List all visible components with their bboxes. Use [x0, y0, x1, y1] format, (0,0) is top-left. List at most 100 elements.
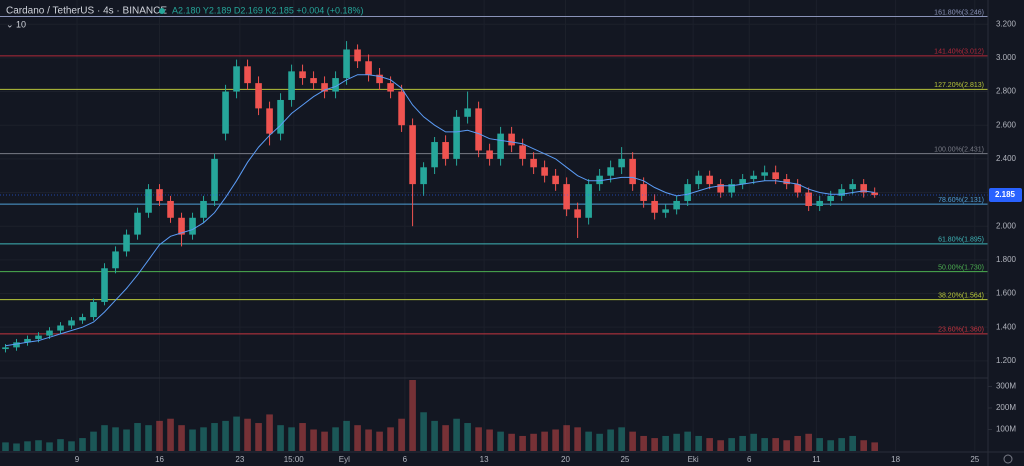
- volume-bar: [211, 423, 218, 451]
- volume-bar: [464, 423, 471, 451]
- candle-body: [332, 78, 339, 92]
- x-tick-label: Eki: [688, 455, 699, 464]
- settings-icon[interactable]: [1003, 454, 1013, 464]
- candle-body: [706, 175, 713, 185]
- volume-bar: [145, 425, 152, 451]
- x-tick-label: Eyl: [339, 455, 350, 464]
- volume-bar: [860, 440, 867, 451]
- candle-body: [277, 99, 284, 134]
- volume-bar: [761, 438, 768, 451]
- y-tick-label: 1.400: [996, 322, 1017, 331]
- status-dot: [159, 8, 165, 14]
- volume-bar: [431, 420, 438, 451]
- volume-bar: [640, 435, 647, 451]
- candle-body: [508, 133, 515, 146]
- candle-body: [684, 184, 691, 201]
- fib-level-label: 38.20%(1.564): [938, 292, 984, 299]
- candle-body: [717, 184, 724, 193]
- volume-bar: [530, 433, 537, 451]
- candle-body: [200, 200, 207, 218]
- volume-bar: [563, 425, 570, 451]
- candle-body: [596, 175, 603, 185]
- volume-bar: [519, 435, 526, 451]
- candle-body: [750, 175, 757, 180]
- indicator-chevron[interactable]: ⌄: [6, 19, 14, 29]
- fib-level-label: 127.20%(2.813): [934, 82, 984, 89]
- volume-bar: [244, 418, 251, 451]
- fib-level-label: 100.00%(2.431): [934, 147, 984, 154]
- candle-body: [662, 209, 669, 213]
- volume-bar: [442, 425, 449, 451]
- volume-bar: [508, 433, 515, 451]
- candle-body: [90, 301, 97, 318]
- candle-body: [618, 158, 625, 168]
- candle-body: [134, 212, 141, 235]
- fib-level-label: 161.80%(3.246): [934, 9, 984, 16]
- candle-body: [365, 61, 372, 75]
- candle-body: [123, 234, 130, 252]
- volume-bar: [189, 429, 196, 451]
- candle-body: [838, 189, 845, 196]
- candle-body: [299, 71, 306, 79]
- plot: [0, 41, 988, 451]
- volume-bar: [35, 440, 42, 451]
- volume-bar: [266, 414, 273, 451]
- volume-bar: [453, 418, 460, 451]
- volume-tick-label: 300M: [996, 382, 1016, 391]
- candle-body: [519, 145, 526, 159]
- candle-body: [607, 167, 614, 176]
- volume-bar: [321, 431, 328, 451]
- volume-bar: [673, 433, 680, 451]
- volume-bar: [68, 441, 75, 451]
- candle-body: [46, 330, 53, 336]
- volume-bar: [849, 435, 856, 451]
- volume-bar: [255, 423, 262, 451]
- volume-bar: [123, 429, 130, 451]
- candle-body: [387, 83, 394, 92]
- volume-bar: [354, 425, 361, 451]
- volume-bar: [101, 425, 108, 451]
- volume-tick-label: 200M: [996, 403, 1016, 412]
- candle-body: [640, 184, 647, 201]
- candle-body: [541, 167, 548, 176]
- volume-bar: [376, 431, 383, 451]
- candle-body: [57, 325, 64, 331]
- volume-bar: [717, 440, 724, 451]
- volume-bar: [739, 435, 746, 451]
- x-tick-label: 6: [403, 455, 408, 464]
- candle-body: [288, 71, 295, 100]
- x-tick-label: 18: [891, 455, 900, 464]
- volume-bar: [409, 380, 416, 451]
- candle-body: [24, 338, 31, 343]
- x-tick-label: 23: [235, 455, 244, 464]
- volume-bar: [13, 443, 20, 451]
- candle-body: [805, 192, 812, 206]
- y-tick-label: 3.200: [996, 19, 1017, 28]
- candle-body: [68, 320, 75, 326]
- x-tick-label: 6: [747, 455, 752, 464]
- volume-bar: [607, 429, 614, 451]
- candle-body: [871, 192, 878, 196]
- candle-body: [266, 108, 273, 134]
- candle-body: [354, 49, 361, 62]
- volume-bar: [343, 420, 350, 451]
- last-price-box: [989, 188, 1022, 203]
- y-tick-label: 1.600: [996, 289, 1017, 298]
- volume-bar: [497, 431, 504, 451]
- candle-body: [2, 347, 9, 350]
- volume-tick-label: 100M: [996, 425, 1016, 434]
- candle-body: [574, 209, 581, 218]
- candle-body: [530, 158, 537, 168]
- fib-level-label: 141.40%(3.012): [934, 49, 984, 56]
- last-price-label: 2.185: [995, 190, 1016, 199]
- volume-bar: [651, 438, 658, 451]
- candle-body: [255, 83, 262, 109]
- y-tick-label: 2.400: [996, 154, 1017, 163]
- ohlc-readout: A2.180 Y2.189 D2.169 K2.185 +0.004 (+0.1…: [172, 5, 363, 15]
- volume-bar: [167, 418, 174, 451]
- candle-body: [376, 74, 383, 84]
- volume-bar: [662, 435, 669, 451]
- volume-bar: [112, 427, 119, 451]
- y-tick-label: 2.800: [996, 87, 1017, 96]
